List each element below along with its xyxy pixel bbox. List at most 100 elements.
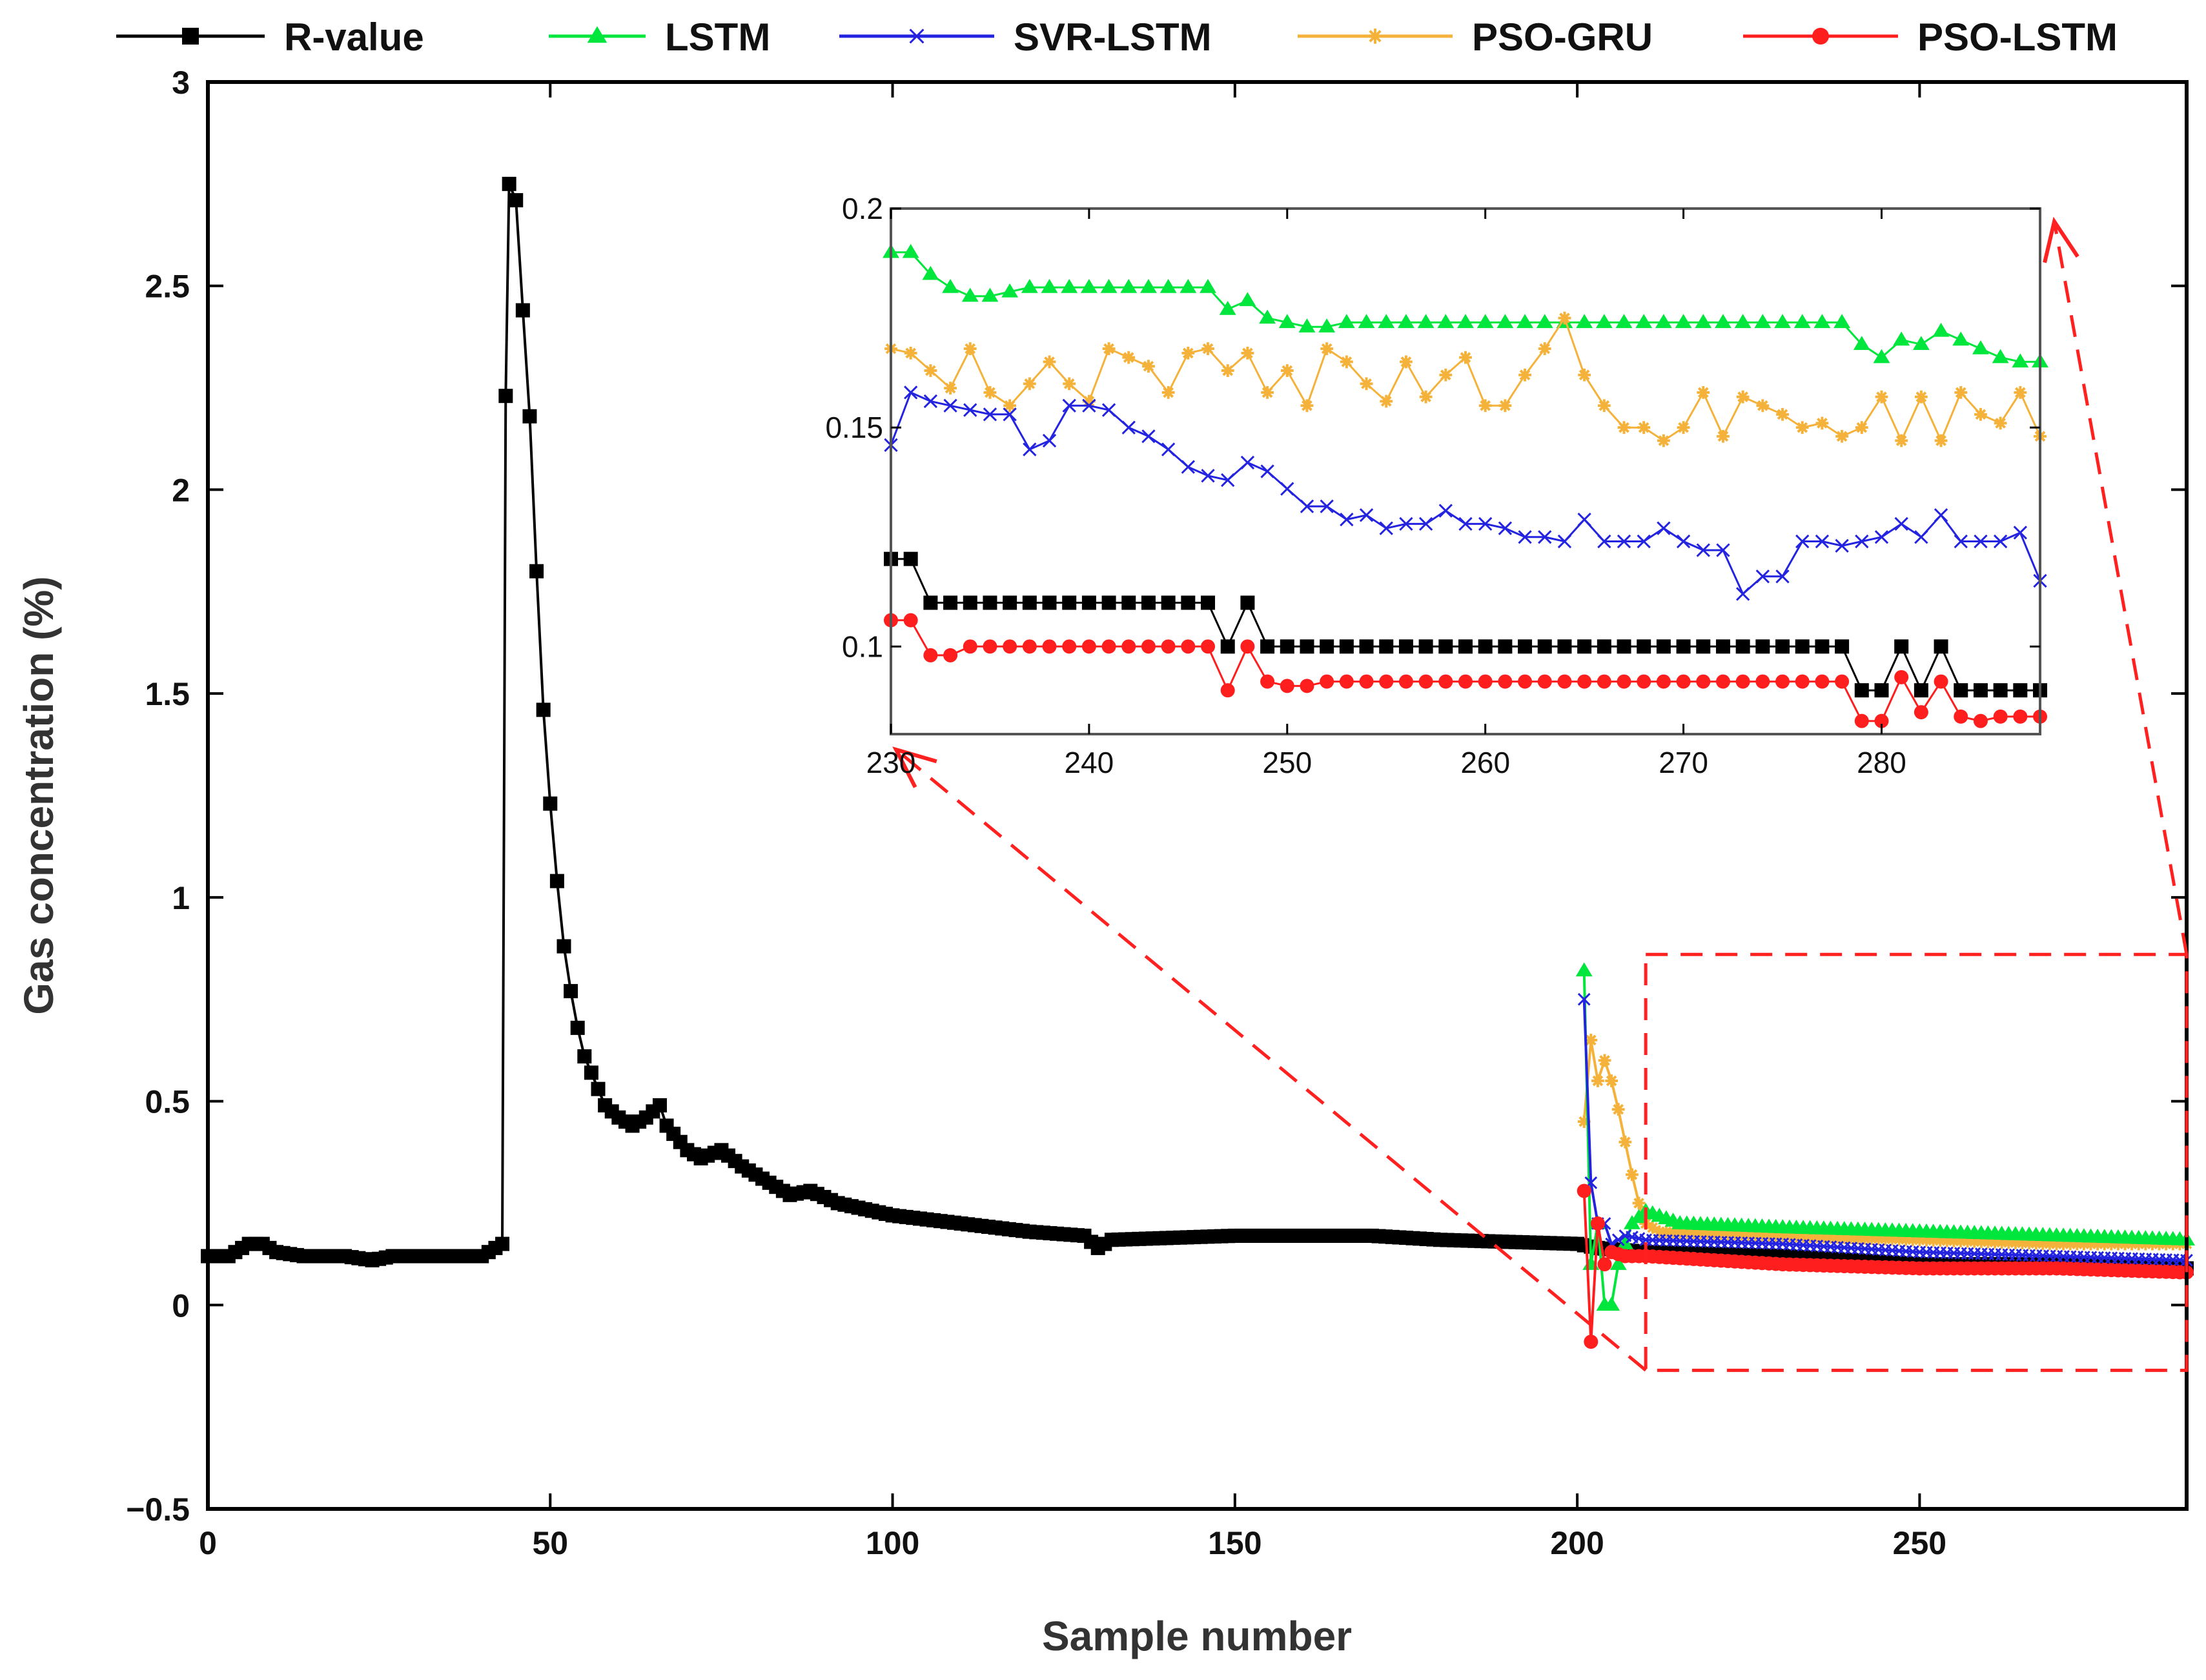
data-point-pso-gru — [2078, 1237, 2090, 1251]
data-point-pso-gru — [1756, 399, 1770, 413]
data-point-pso-gru — [1518, 368, 1531, 382]
data-point-pso-gru — [1280, 364, 1294, 377]
legend-item-lstm: LSTM — [549, 15, 770, 59]
inset-x-tick-label: 280 — [1857, 746, 1906, 779]
data-point-r-value — [1715, 639, 1730, 654]
data-point-pso-lstm — [1398, 674, 1413, 689]
data-point-pso-lstm — [1993, 709, 2008, 724]
data-point-pso-gru — [1611, 1103, 1625, 1116]
data-point-svr-lstm — [1914, 530, 1928, 544]
data-point-pso-gru — [1776, 1229, 1790, 1242]
data-point-pso-lstm — [2013, 709, 2028, 724]
data-point-pso-gru — [1844, 1231, 1858, 1244]
data-point-r-value — [1398, 639, 1413, 654]
data-point-lstm — [1496, 314, 1514, 329]
data-point-lstm — [1576, 314, 1593, 329]
data-point-pso-gru — [1762, 1229, 1775, 1242]
x-tick-label: 0 — [199, 1525, 217, 1561]
data-point-lstm — [961, 287, 979, 302]
data-point-lstm — [1417, 314, 1435, 329]
data-point-pso-gru — [1899, 1233, 1913, 1246]
data-point-pso-gru — [1769, 1229, 1782, 1242]
data-point-r-value — [1973, 683, 1988, 698]
data-point-lstm — [1457, 314, 1474, 329]
data-point-pso-gru — [1694, 1226, 1707, 1240]
data-point-pso-gru — [1835, 429, 1848, 443]
data-point-lstm — [1200, 279, 1216, 293]
data-point-pso-gru — [1755, 1228, 1769, 1242]
data-point-svr-lstm — [1379, 521, 1393, 535]
data-point-pso-lstm — [1557, 674, 1572, 689]
data-point-r-value — [1795, 639, 1810, 654]
data-point-pso-lstm — [1518, 674, 1533, 689]
data-point-pso-gru — [1419, 390, 1433, 404]
data-point-r-value — [1597, 639, 1611, 654]
data-point-svr-lstm — [1201, 469, 1215, 483]
data-point-r-value — [1735, 639, 1750, 654]
data-point-svr-lstm — [923, 394, 938, 409]
data-point-svr-lstm — [1974, 534, 1988, 549]
data-point-r-value — [1379, 639, 1394, 654]
data-point-svr-lstm — [1993, 534, 2008, 549]
data-point-pso-gru — [2050, 1237, 2063, 1251]
data-point-pso-lstm — [1795, 674, 1810, 689]
data-point-lstm — [1754, 314, 1772, 329]
data-point-svr-lstm — [1855, 534, 1869, 549]
data-point-pso-gru — [1855, 421, 1868, 435]
data-point-svr-lstm — [1438, 504, 1453, 518]
data-point-svr-lstm — [1260, 464, 1274, 478]
x-axis-title: Sample number — [1042, 1613, 1352, 1659]
data-point-pso-gru — [1748, 1228, 1762, 1242]
data-point-pso-gru — [1578, 368, 1591, 382]
data-point-pso-gru — [1815, 416, 1829, 430]
legend-item-svr-lstm: SVR-LSTM — [839, 15, 1212, 59]
data-point-pso-gru — [1934, 434, 1948, 447]
inset-plot: 230 240 250 260 270 280 0.1 0.15 0.2 — [825, 192, 2048, 779]
data-point-svr-lstm — [1023, 442, 1037, 456]
data-point-lstm — [1180, 279, 1197, 293]
data-point-pso-lstm — [1181, 639, 1196, 654]
data-point-pso-lstm — [1141, 639, 1156, 654]
data-point-r-value — [564, 984, 578, 999]
data-point-r-value — [1874, 683, 1889, 698]
data-point-r-value — [1518, 639, 1533, 654]
data-point-pso-gru — [1995, 1236, 2008, 1249]
data-point-pso-gru — [1161, 386, 1175, 399]
data-point-lstm — [1932, 322, 1950, 337]
data-point-pso-gru — [1181, 346, 1195, 360]
data-point-pso-lstm — [1617, 674, 1631, 689]
data-point-pso-gru — [1934, 1234, 1947, 1247]
data-point-r-value — [1320, 639, 1334, 654]
data-point-pso-gru — [1831, 1231, 1844, 1244]
data-point-pso-gru — [1660, 1225, 1673, 1238]
data-point-pso-lstm — [1815, 674, 1830, 689]
data-point-pso-lstm — [1637, 674, 1651, 689]
y-tick-label: 2.5 — [145, 269, 190, 305]
data-point-pso-lstm — [1379, 674, 1394, 689]
data-point-pso-gru — [2002, 1236, 2016, 1249]
data-point-pso-gru — [983, 386, 997, 399]
data-point-pso-gru — [2070, 1237, 2084, 1251]
data-point-pso-lstm — [1755, 674, 1770, 689]
data-point-svr-lstm — [1240, 455, 1255, 470]
data-point-pso-gru — [1673, 1225, 1687, 1239]
inset-x-tick-label: 270 — [1659, 746, 1708, 779]
data-point-pso-gru — [1632, 1196, 1646, 1210]
data-point-pso-gru — [1875, 390, 1888, 404]
data-point-pso-gru — [1653, 1225, 1666, 1238]
data-point-pso-lstm — [1339, 674, 1354, 689]
data-point-pso-gru — [904, 346, 917, 360]
data-point-pso-lstm — [903, 613, 918, 628]
data-point-pso-lstm — [1584, 1335, 1598, 1349]
data-point-r-value — [1280, 639, 1294, 654]
data-point-lstm — [942, 279, 959, 293]
data-point-pso-lstm — [1715, 674, 1730, 689]
legend-marker-r-value — [182, 28, 199, 45]
series-lstm — [883, 243, 2048, 368]
data-point-pso-lstm — [1201, 639, 1216, 654]
legend-label-svr-lstm: SVR-LSTM — [1014, 15, 1212, 59]
data-point-r-value — [1934, 639, 1948, 654]
data-point-pso-gru — [1584, 1033, 1598, 1047]
data-point-r-value — [543, 796, 558, 811]
data-point-pso-lstm — [1696, 674, 1711, 689]
